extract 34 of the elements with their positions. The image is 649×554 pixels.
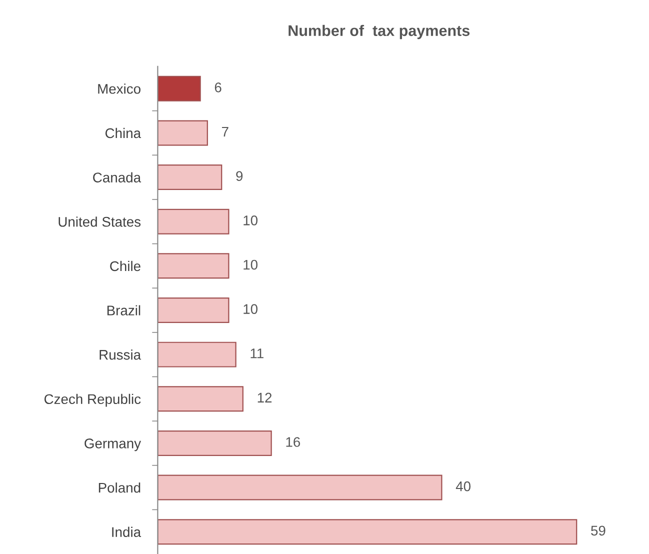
data-label: 16 <box>286 437 300 447</box>
y-tick-label: Brazil <box>107 305 140 316</box>
data-label: 59 <box>591 526 606 536</box>
y-tick-label: Russia <box>100 350 142 360</box>
y-tick-label: Canada <box>93 172 142 182</box>
y-tick-label: Germany <box>84 438 142 452</box>
data-label: 10 <box>244 260 258 270</box>
y-tick-label: Mexico <box>98 84 140 94</box>
bar <box>158 208 230 234</box>
bar <box>158 253 230 279</box>
data-label: 7 <box>222 126 228 137</box>
data-label: 40 <box>456 481 470 492</box>
bar <box>158 297 230 323</box>
data-label: 6 <box>214 82 222 92</box>
y-tick-label: Chile <box>110 260 140 272</box>
y-tick-label: China <box>105 128 142 138</box>
bar <box>158 474 442 500</box>
y-tick-label: Czech Republic <box>44 394 141 407</box>
bar <box>158 519 578 545</box>
bar <box>158 164 222 190</box>
chart-title: Number of tax payments <box>288 24 470 40</box>
data-label: 9 <box>236 171 243 182</box>
data-label: 11 <box>250 348 264 358</box>
bar <box>158 430 272 456</box>
y-tick-label: Poland <box>98 482 140 493</box>
y-tick-label: United States <box>58 216 141 227</box>
data-label: 10 <box>244 304 258 314</box>
bar <box>158 342 236 368</box>
data-label: 12 <box>258 392 272 402</box>
data-label: 10 <box>244 215 258 226</box>
bar <box>158 386 244 412</box>
y-tick-label: India <box>112 526 142 538</box>
bar <box>158 120 208 146</box>
bar <box>158 76 201 102</box>
